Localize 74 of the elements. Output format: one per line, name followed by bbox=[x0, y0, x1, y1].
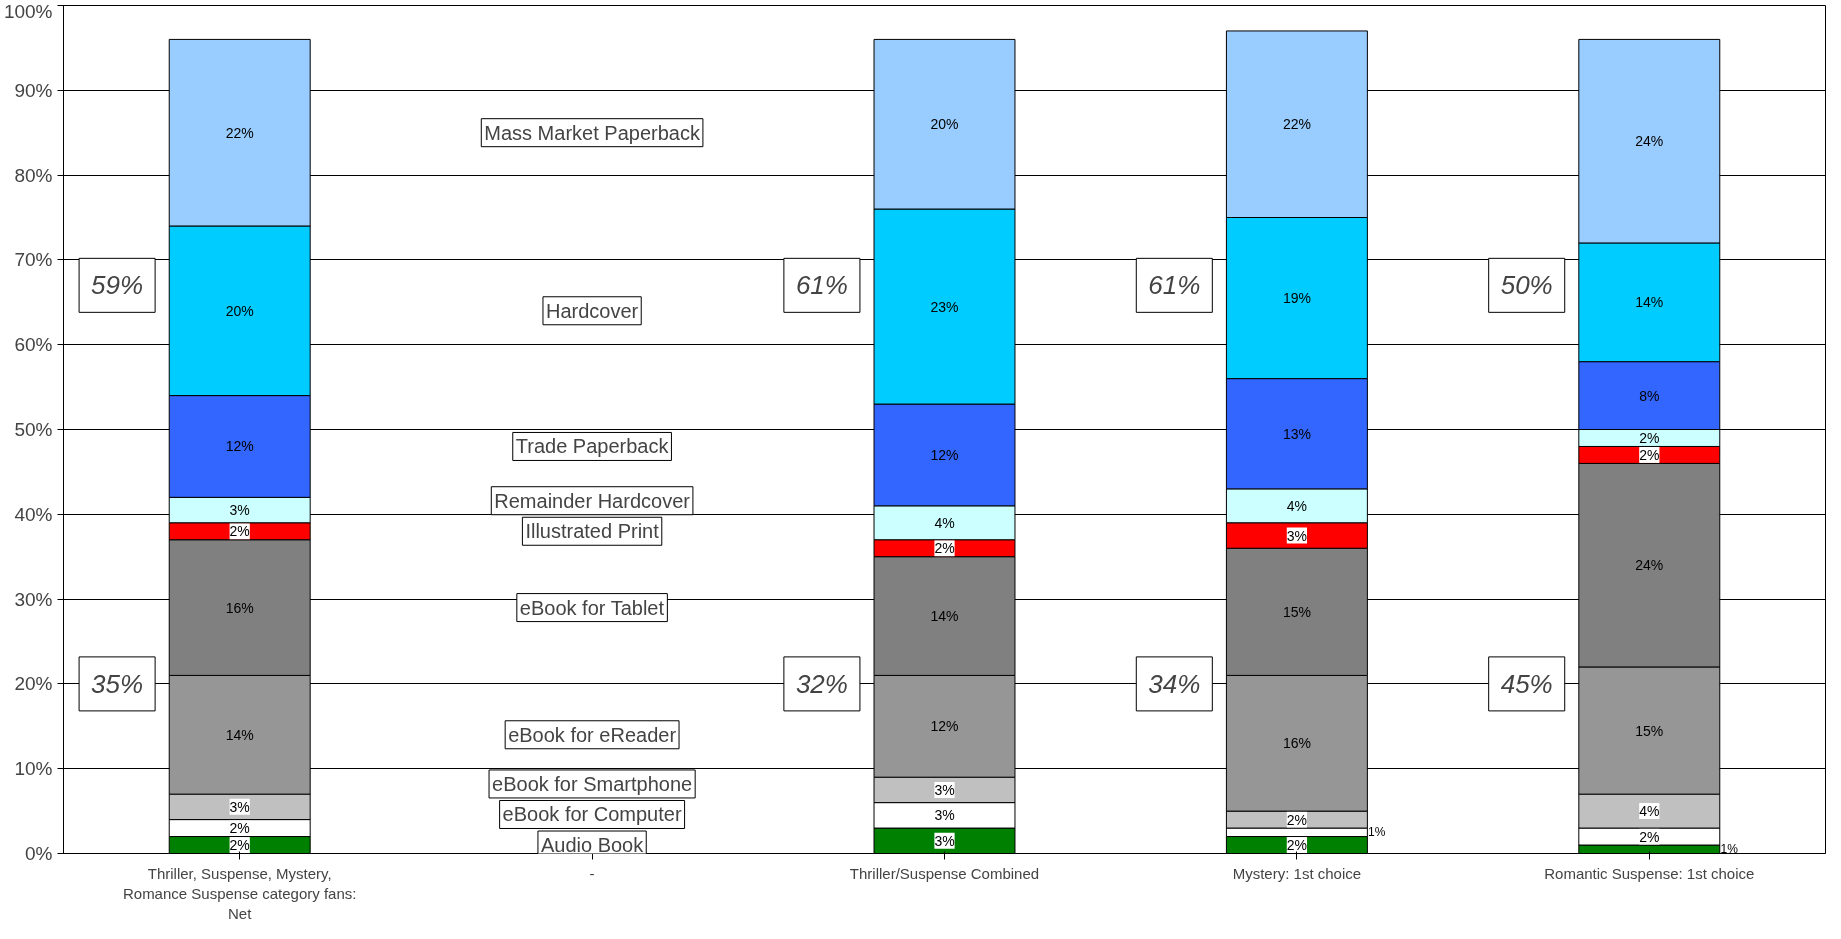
text: Illustrated Print bbox=[525, 520, 660, 543]
data-label: 20% bbox=[225, 302, 254, 319]
annotation: 61% bbox=[1148, 270, 1201, 301]
y-tick-label: 20% bbox=[14, 673, 53, 695]
x-tick-label: Thriller/Suspense Combined bbox=[849, 864, 1040, 882]
data-label: 2% bbox=[934, 540, 955, 557]
y-tick-label: 0% bbox=[25, 843, 53, 864]
text: eBook for Tablet bbox=[519, 596, 665, 619]
y-tick-label: 100% bbox=[3, 0, 53, 22]
data-label: 3% bbox=[934, 832, 955, 849]
annotation: 50% bbox=[1500, 270, 1553, 301]
data-label: 12% bbox=[930, 718, 959, 735]
data-label: 22% bbox=[225, 124, 254, 141]
data-label: 15% bbox=[1635, 722, 1664, 739]
y-tick-label: 70% bbox=[14, 249, 53, 271]
text: Remainder Hardcover bbox=[494, 489, 691, 512]
data-label: 12% bbox=[930, 446, 959, 463]
data-label: 4% bbox=[1286, 497, 1308, 514]
data-label: 1% bbox=[1720, 842, 1739, 857]
data-label: 3% bbox=[934, 781, 955, 798]
data-label: 16% bbox=[225, 599, 254, 616]
x-tick-label: Mystery: 1st choice bbox=[1232, 864, 1362, 882]
x-tick-label: Romantic Suspense: 1st choice bbox=[1544, 864, 1755, 882]
data-label: 3% bbox=[229, 798, 250, 815]
text: Trade Paperback bbox=[515, 435, 670, 458]
annotation: 32% bbox=[795, 668, 848, 699]
data-label: 14% bbox=[930, 608, 959, 625]
data-label: 1% bbox=[1368, 825, 1386, 840]
data-label: 2% bbox=[1286, 837, 1308, 854]
annotation: 61% bbox=[795, 270, 848, 301]
y-tick-label: 80% bbox=[14, 164, 53, 186]
text: Hardcover bbox=[545, 299, 639, 322]
data-label: 3% bbox=[229, 502, 250, 519]
data-label: 2% bbox=[1639, 446, 1660, 463]
data-label: 19% bbox=[1282, 290, 1311, 307]
data-label: 4% bbox=[1639, 803, 1660, 820]
y-tick-label: 30% bbox=[14, 588, 53, 610]
x-tick-label: Thriller, Suspense, Mystery, Romance Suspense category fans: Net bbox=[122, 864, 357, 923]
data-label: 3% bbox=[934, 807, 955, 824]
annotation: 59% bbox=[91, 270, 144, 301]
text: eBook for Computer bbox=[502, 803, 682, 826]
data-label: 15% bbox=[1282, 603, 1311, 620]
y-tick-label: 50% bbox=[14, 419, 53, 440]
data-label: 4% bbox=[934, 514, 955, 531]
y-tick-label: 40% bbox=[14, 503, 53, 525]
data-label: 24% bbox=[1635, 133, 1664, 150]
y-tick-label: 90% bbox=[14, 79, 53, 101]
annotation: 34% bbox=[1148, 668, 1201, 699]
data-label: 22% bbox=[1282, 116, 1311, 133]
data-label: 12% bbox=[225, 438, 254, 455]
data-label: 2% bbox=[1639, 828, 1660, 845]
data-label: 13% bbox=[1282, 425, 1311, 442]
text: Audio Book bbox=[540, 834, 645, 857]
data-label: 3% bbox=[1286, 527, 1308, 544]
data-label: 2% bbox=[1286, 811, 1308, 828]
data-label: 2% bbox=[229, 523, 250, 540]
data-label: 20% bbox=[930, 116, 959, 133]
data-label: 16% bbox=[1282, 735, 1311, 752]
data-label: 23% bbox=[930, 298, 959, 315]
data-label: 14% bbox=[225, 726, 254, 743]
data-label: 2% bbox=[229, 837, 250, 854]
data-label: 2% bbox=[1639, 429, 1660, 446]
text: eBook for eReader bbox=[508, 723, 677, 746]
data-label: 8% bbox=[1639, 387, 1660, 404]
text: Mass Market Paperback bbox=[484, 121, 701, 144]
text: eBook for Smartphone bbox=[492, 772, 693, 795]
data-label: 24% bbox=[1635, 557, 1664, 574]
y-tick-label: 60% bbox=[14, 334, 53, 356]
annotation: 45% bbox=[1500, 668, 1553, 699]
data-label: 2% bbox=[229, 820, 250, 837]
x-tick-label: - bbox=[589, 864, 595, 882]
annotation: 35% bbox=[91, 668, 144, 699]
data-label: 14% bbox=[1635, 294, 1664, 311]
y-tick-label: 10% bbox=[14, 758, 53, 780]
